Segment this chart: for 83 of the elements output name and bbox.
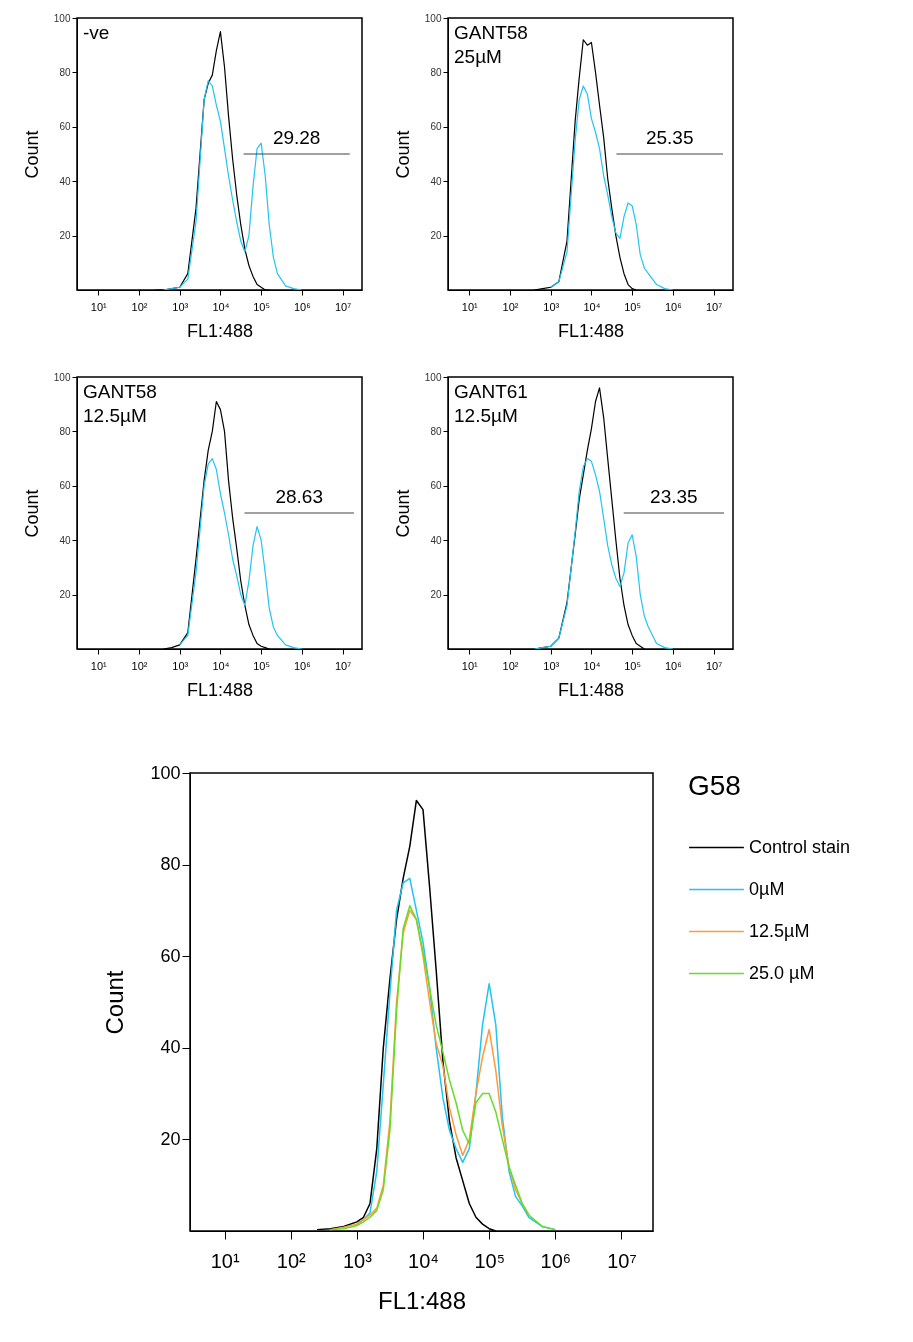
y-tick-label: 100	[150, 762, 181, 783]
y-tick-label: 80	[430, 425, 442, 437]
y-tick-label: 20	[430, 230, 442, 242]
y-tick-label: 40	[59, 534, 71, 546]
x-tick-label: 10⁷	[334, 659, 352, 672]
x-tick-label: 10⁷	[607, 1249, 637, 1272]
x-tick-label: 10¹	[90, 300, 108, 313]
legend-title: G58	[688, 770, 741, 801]
x-tick-label: 10³	[543, 300, 560, 313]
x-axis-title: FL1:488	[377, 1286, 467, 1314]
x-axis-title: FL1:488	[186, 679, 254, 700]
x-axis-title: FL1:488	[557, 320, 625, 341]
annotation: GANT58 25µM	[454, 22, 528, 67]
x-tick-label: 10³	[543, 659, 560, 672]
x-tick-label: 10⁴	[408, 1249, 439, 1272]
x-tick-label: 10⁶	[293, 300, 311, 313]
y-tick-label: 100	[53, 371, 71, 383]
annotation: 25.35	[645, 127, 694, 148]
y-tick-label: 80	[59, 425, 71, 437]
y-tick-label: 60	[160, 945, 181, 966]
y-axis-title: Count	[21, 130, 42, 179]
x-tick-label: 10²	[502, 300, 519, 313]
x-tick-label: 10²	[131, 659, 148, 672]
x-tick-label: 10²	[131, 300, 148, 313]
x-tick-label: 10³	[172, 300, 189, 313]
x-tick-label: 10⁶	[540, 1249, 572, 1272]
legend-label: 25.0 µM	[749, 962, 815, 983]
y-tick-label: 20	[59, 589, 71, 601]
legend-label: 0µM	[749, 878, 785, 899]
x-tick-label: 10¹	[461, 300, 479, 313]
y-tick-label: 100	[424, 371, 442, 383]
y-tick-label: 60	[59, 121, 71, 133]
y-tick-label: 60	[59, 480, 71, 492]
x-tick-label: 10⁴	[212, 659, 230, 672]
y-tick-label: 40	[160, 1037, 181, 1058]
x-tick-label: 10⁶	[664, 659, 682, 672]
x-tick-label: 10⁵	[253, 300, 271, 313]
y-tick-label: 100	[424, 12, 442, 24]
annotation: 28.63	[275, 486, 323, 507]
x-tick-label: 10⁵	[624, 659, 642, 672]
x-tick-label: 10¹	[210, 1249, 240, 1272]
y-axis-title: Count	[21, 489, 42, 538]
x-axis-title: FL1:488	[186, 320, 254, 341]
x-tick-label: 10⁵	[474, 1249, 505, 1272]
x-tick-label: 10⁵	[624, 300, 642, 313]
x-tick-label: 10⁵	[253, 659, 271, 672]
annotation: 23.35	[650, 486, 698, 507]
x-tick-label: 10¹	[461, 659, 479, 672]
x-tick-label: 10⁴	[212, 300, 230, 313]
y-tick-label: 20	[59, 230, 71, 242]
x-tick-label: 10⁷	[705, 659, 723, 672]
y-axis-title: Count	[101, 970, 129, 1035]
y-tick-label: 40	[430, 534, 442, 546]
y-axis-title: Count	[392, 489, 413, 538]
annotation: -ve	[83, 22, 110, 43]
y-tick-label: 20	[160, 1128, 181, 1149]
legend-label: Control stain	[749, 836, 851, 857]
legend-label: 12.5µM	[749, 920, 810, 941]
x-tick-label: 10⁴	[583, 300, 601, 313]
y-tick-label: 40	[430, 175, 442, 187]
x-tick-label: 10⁴	[583, 659, 601, 672]
y-tick-label: 80	[430, 66, 442, 78]
x-tick-label: 10³	[342, 1249, 373, 1272]
x-tick-label: 10⁶	[293, 659, 311, 672]
x-tick-label: 10⁶	[664, 300, 682, 313]
annotation: GANT58 12.5µM	[83, 381, 157, 426]
x-tick-label: 10⁷	[705, 300, 723, 313]
x-tick-label: 10³	[172, 659, 189, 672]
y-tick-label: 100	[53, 12, 71, 24]
x-tick-label: 10²	[276, 1249, 307, 1272]
x-axis-title: FL1:488	[557, 679, 625, 700]
annotation: 29.28	[272, 127, 321, 148]
x-tick-label: 10⁷	[334, 300, 352, 313]
annotation: GANT61 12.5µM	[454, 381, 528, 426]
y-tick-label: 40	[59, 175, 71, 187]
y-tick-label: 80	[160, 854, 181, 875]
y-axis-title: Count	[392, 130, 413, 179]
y-tick-label: 80	[59, 66, 71, 78]
y-tick-label: 60	[430, 480, 442, 492]
y-tick-label: 20	[430, 589, 442, 601]
x-tick-label: 10²	[502, 659, 519, 672]
x-tick-label: 10¹	[90, 659, 108, 672]
y-tick-label: 60	[430, 121, 442, 133]
